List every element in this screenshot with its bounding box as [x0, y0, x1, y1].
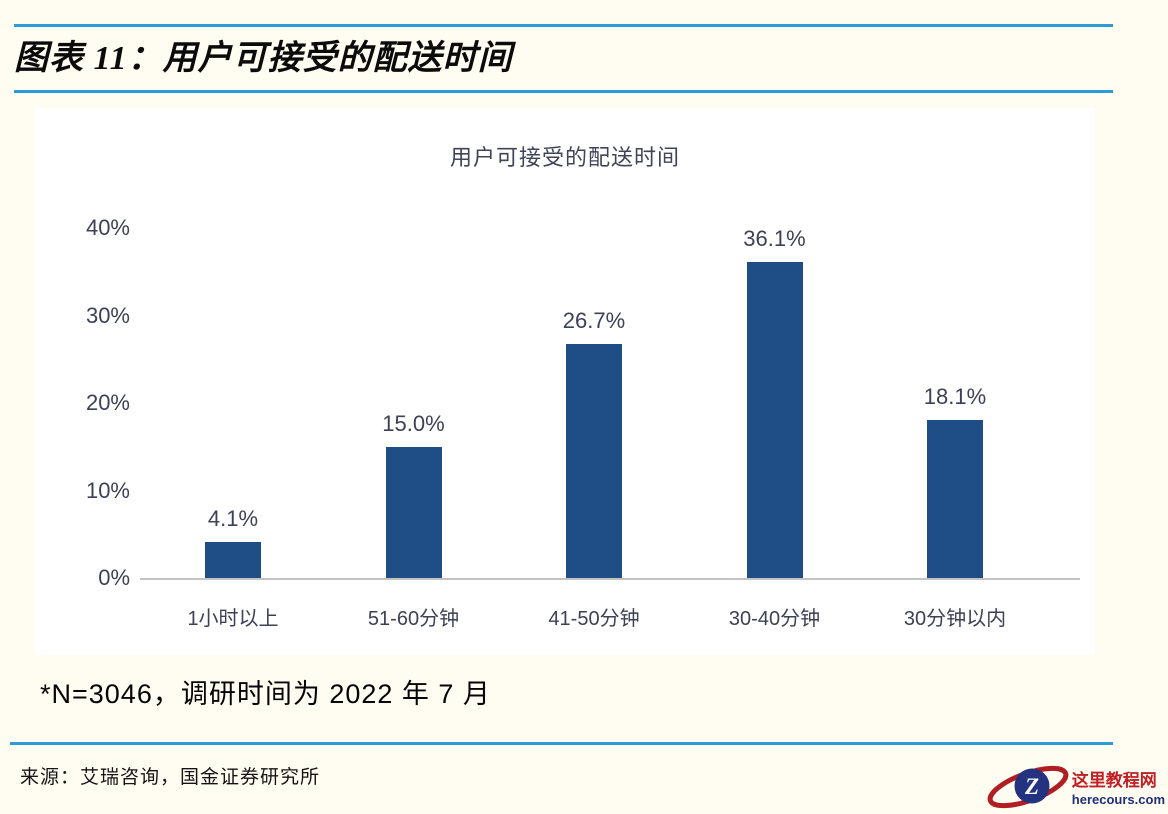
bar	[385, 446, 442, 578]
site-url: herecours.com	[1071, 791, 1165, 807]
y-tick-label: 10%	[85, 477, 130, 503]
plot-area: 0% 10% 20% 30% 40% 4.1% 1小时以上 15.0% 51-60分钟 26.7%…	[86, 215, 1080, 630]
y-tick-label: 20%	[85, 390, 130, 415]
bar-value-label: 18.1%	[923, 383, 987, 409]
bar	[746, 262, 803, 578]
site-watermark: Z 这里教程网 herecours.com	[986, 760, 1165, 812]
y-tick-label: 40%	[85, 215, 130, 240]
site-logo-icon: Z	[987, 765, 1069, 809]
top-rule	[14, 24, 1113, 27]
figure-title: 图表 11：用户可接受的配送时间	[14, 40, 513, 77]
bar-value-label: 26.7%	[562, 308, 626, 334]
logo-letter-z: Z	[1024, 774, 1039, 799]
bar	[566, 344, 622, 578]
y-tick-label: 30%	[85, 302, 130, 328]
site-name: 这里教程网	[1071, 770, 1157, 790]
x-tick-label: 30分钟以内	[903, 608, 1007, 630]
bar-value-label: 4.1%	[207, 506, 259, 532]
bar-value-label: 15.0%	[382, 410, 445, 436]
header-divider-rule	[14, 90, 1113, 93]
sample-footnote: *N=3046，调研时间为 2022 年 7 月	[40, 679, 491, 709]
x-tick-label: 41-50分钟	[548, 608, 640, 630]
x-tick-label: 30-40分钟	[728, 608, 821, 630]
site-watermark-texts: 这里教程网 herecours.com	[1072, 766, 1165, 807]
bar	[205, 542, 261, 578]
y-tick-label: 0%	[98, 565, 130, 590]
x-axis-line	[140, 578, 1080, 580]
source-line: 来源：艾瑞咨询，国金证券研究所	[20, 767, 321, 788]
chart-title: 用户可接受的配送时间	[449, 145, 680, 170]
source-divider-rule	[10, 742, 1113, 745]
x-tick-label: 1小时以上	[187, 608, 279, 630]
x-tick-label: 51-60分钟	[367, 608, 460, 630]
bar-value-label: 36.1%	[743, 226, 806, 252]
bar	[927, 419, 983, 578]
chart-panel: 用户可接受的配送时间 0% 10% 20% 30% 40% 4.1% 1小时以上 15.0% 5…	[35, 108, 1095, 655]
